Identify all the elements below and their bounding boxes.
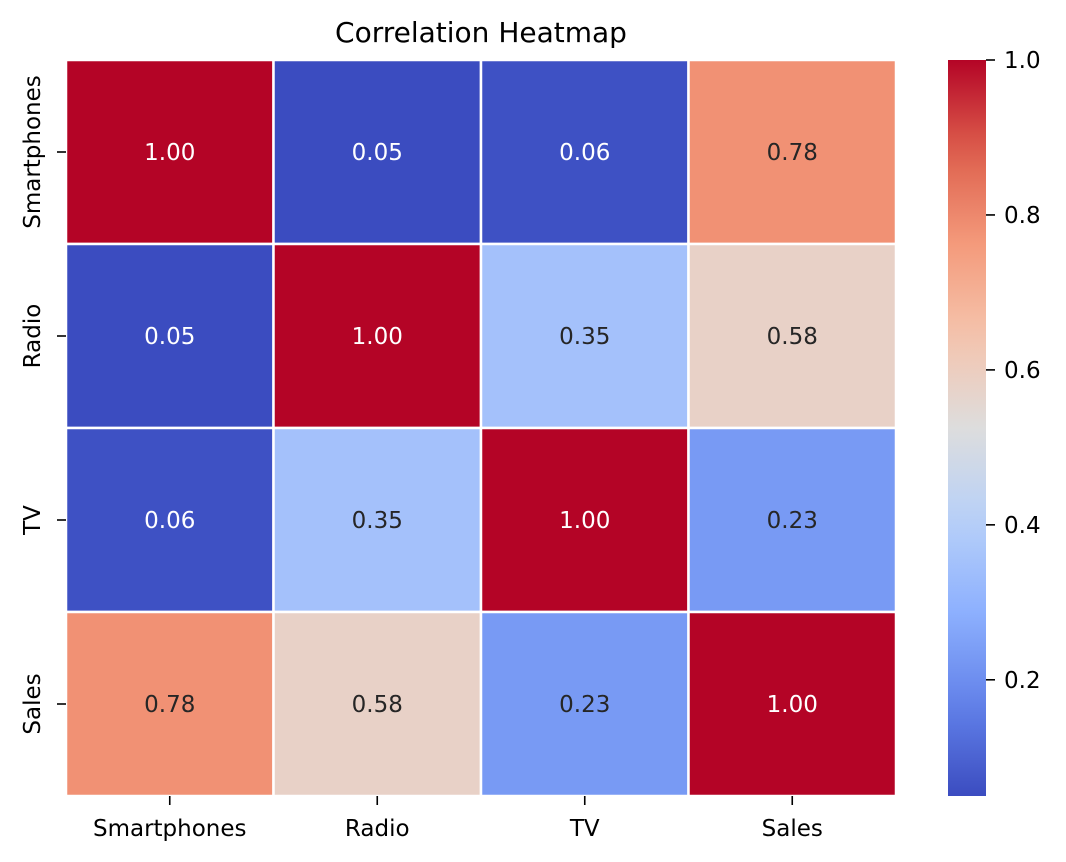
x-axis: Smartphones Radio TV Sales (93, 796, 823, 842)
heatmap-cell-2-3 (687, 426, 898, 614)
cell-value-label-3-0: 0.78 (144, 692, 195, 718)
heatmap-cell-0-1 (272, 58, 483, 246)
colorbar-gradient (948, 60, 986, 796)
colorbar-tick-label-3: 0.8 (1004, 203, 1041, 229)
heatmap-cell-0-0 (64, 58, 275, 246)
heatmap-cell-0-2 (479, 58, 690, 246)
heatmap-cell-labels: 1.00 0.05 0.06 0.78 0.05 1.00 0.35 0.58 0.06 0.35… (144, 140, 818, 718)
heatmap-cell-3-3 (687, 610, 898, 798)
colorbar-tick-label-2: 0.6 (1004, 358, 1041, 384)
y-axis: Smartphones Radio TV Sales (20, 75, 66, 735)
heatmap-cell-3-0 (64, 610, 275, 798)
heatmap-cell-2-1 (272, 426, 483, 614)
cell-value-label-2-2: 1.00 (559, 508, 610, 534)
heatmap-cell-1-1 (272, 242, 483, 430)
x-tick-label-2: TV (569, 816, 600, 842)
cell-value-label-0-2: 0.06 (559, 140, 610, 166)
chart-title: Correlation Heatmap (335, 16, 627, 49)
y-tick-label-0: Smartphones (20, 75, 46, 229)
cell-value-label-3-1: 0.58 (352, 692, 403, 718)
cell-value-label-3-3: 1.00 (767, 692, 818, 718)
colorbar-tick-label-0: 0.2 (1004, 668, 1041, 694)
colorbar-tick-label-1: 0.4 (1004, 513, 1041, 539)
cell-value-label-1-2: 0.35 (559, 324, 610, 350)
heatmap-cell-1-3 (687, 242, 898, 430)
cell-value-label-1-3: 0.58 (767, 324, 818, 350)
x-tick-label-3: Sales (762, 816, 823, 842)
heatmap-cells (64, 58, 898, 798)
cell-value-label-1-1: 1.00 (352, 324, 403, 350)
heatmap-cell-0-3 (687, 58, 898, 246)
cell-value-label-2-3: 0.23 (767, 508, 818, 534)
y-tick-label-3: Sales (20, 673, 46, 734)
heatmap-cell-1-0 (64, 242, 275, 430)
cell-value-label-1-0: 0.05 (144, 324, 195, 350)
cell-value-label-3-2: 0.23 (559, 692, 610, 718)
colorbar-tick-label-4: 1.0 (1004, 48, 1041, 74)
cell-value-label-0-3: 0.78 (767, 140, 818, 166)
y-tick-label-2: TV (20, 505, 46, 536)
x-tick-label-1: Radio (345, 816, 410, 842)
heatmap-cell-3-1 (272, 610, 483, 798)
cell-value-label-0-1: 0.05 (352, 140, 403, 166)
cell-value-label-2-1: 0.35 (352, 508, 403, 534)
cell-value-label-0-0: 1.00 (144, 140, 195, 166)
cell-value-label-2-0: 0.06 (144, 508, 195, 534)
colorbar: 0.2 0.4 0.6 0.8 1.0 (948, 48, 1041, 796)
y-tick-label-1: Radio (20, 304, 46, 369)
x-tick-label-0: Smartphones (93, 816, 247, 842)
